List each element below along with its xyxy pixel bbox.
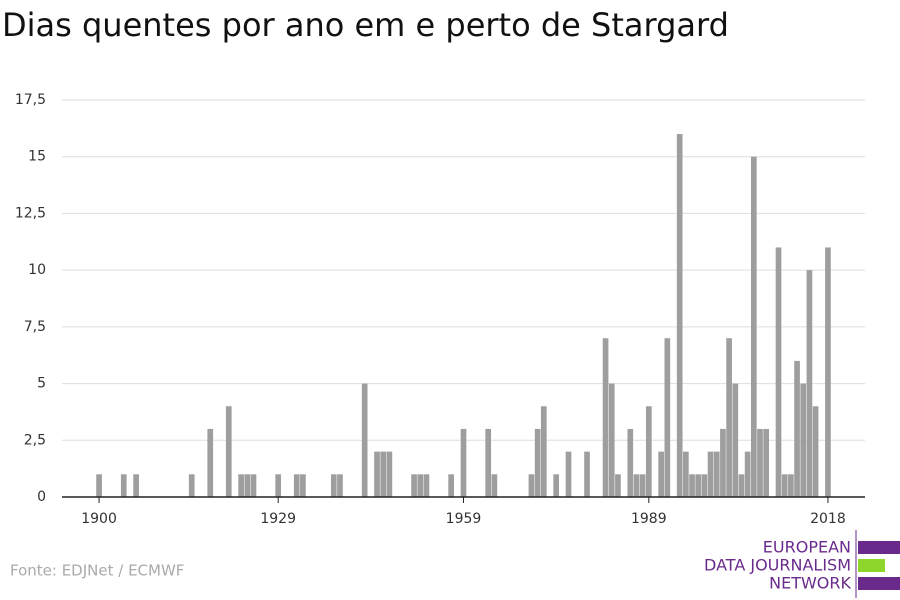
bar (244, 474, 251, 497)
bar (658, 451, 665, 497)
y-tick-label: 5 (37, 376, 46, 392)
bar (386, 451, 393, 497)
bar (633, 474, 640, 497)
y-tick-label: 0 (37, 489, 46, 505)
bar (417, 474, 424, 497)
logo-bar (858, 559, 885, 572)
logo-bar (858, 541, 900, 554)
bar (812, 406, 819, 497)
bar (825, 247, 831, 497)
x-tick-label: 1929 (260, 511, 296, 527)
bar (238, 474, 244, 497)
bar (448, 474, 454, 497)
bar (460, 428, 467, 497)
bar (800, 383, 807, 497)
bar (726, 338, 732, 497)
y-tick-label: 7,5 (24, 319, 46, 335)
logo-text: DATA JOURNALISM (704, 556, 851, 575)
bar (775, 247, 782, 497)
bar (750, 156, 757, 497)
x-tick-label: 1900 (81, 511, 117, 527)
bar (781, 474, 788, 497)
bar (225, 406, 232, 497)
bar (584, 451, 590, 497)
bar (96, 474, 102, 497)
chart-title: Dias quentes por ano em e perto de Starg… (2, 6, 729, 44)
bar (664, 338, 671, 497)
bar (380, 451, 387, 497)
y-tick-label: 15 (28, 149, 46, 165)
logo: EUROPEAN DATA JOURNALISM NETWORK (704, 530, 900, 598)
x-tick-label: 1959 (446, 511, 482, 527)
bar (683, 451, 689, 497)
logo-bar (858, 577, 900, 590)
bar (540, 406, 547, 497)
bar (534, 428, 541, 497)
y-tick-label: 12,5 (15, 205, 46, 221)
bar (615, 474, 621, 497)
bar (602, 338, 609, 497)
bar (763, 428, 770, 497)
bar (794, 360, 800, 497)
bar (788, 474, 794, 497)
bar (411, 474, 417, 497)
bar (423, 474, 430, 497)
bar (627, 428, 634, 497)
bar (738, 474, 745, 497)
bar (707, 451, 714, 497)
y-tick-label: 17,5 (15, 92, 46, 108)
bar (120, 474, 127, 497)
bar (806, 270, 813, 497)
y-tick-label: 2,5 (24, 432, 46, 448)
bar (330, 474, 337, 497)
bar (188, 474, 195, 497)
bar (744, 451, 751, 497)
bar (528, 474, 535, 497)
bar (713, 451, 720, 497)
bar (689, 474, 695, 497)
bar (133, 474, 139, 497)
bar (553, 474, 559, 497)
bar (250, 474, 257, 497)
bar (565, 451, 572, 497)
bar (207, 428, 214, 497)
bar (645, 406, 652, 497)
bar (275, 474, 282, 497)
bar (695, 474, 702, 497)
y-tick-label: 10 (28, 262, 46, 278)
bar (485, 428, 492, 497)
bar (732, 383, 739, 497)
logo-text: NETWORK (769, 574, 851, 593)
bar (300, 474, 306, 497)
bar (293, 474, 300, 497)
bar (701, 474, 708, 497)
bar (757, 428, 763, 497)
x-tick-label: 1989 (631, 511, 667, 527)
bar (720, 428, 726, 497)
bar (337, 474, 343, 497)
bar (361, 383, 368, 497)
bar (491, 474, 498, 497)
bar (608, 383, 615, 497)
source: Fonte: EDJNet / ECMWF (10, 562, 184, 580)
x-tick-label: 2018 (810, 511, 846, 527)
logo-text: EUROPEAN (763, 538, 851, 557)
bar (374, 451, 380, 497)
bar (639, 474, 646, 497)
bar (676, 134, 683, 497)
